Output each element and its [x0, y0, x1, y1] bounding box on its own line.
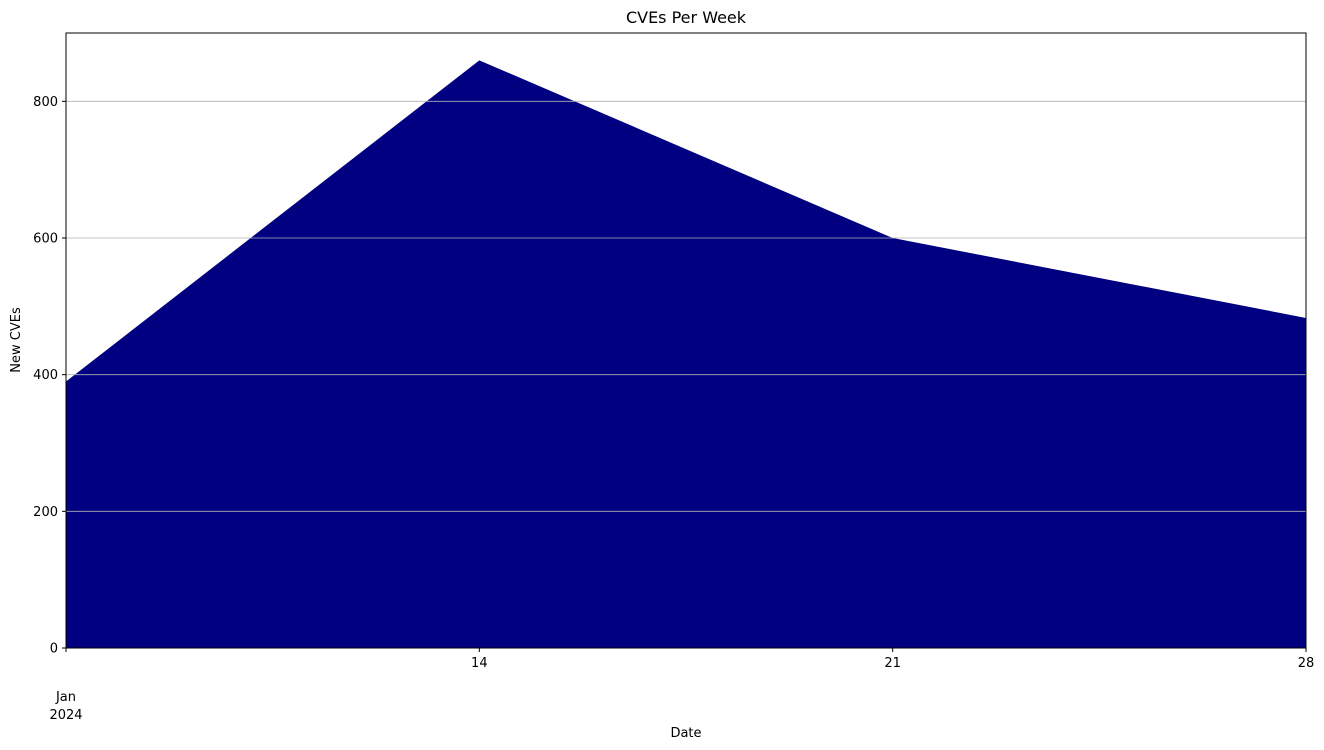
y-tick-label-200: 200 [33, 505, 58, 520]
plot-area [66, 60, 1306, 648]
x-tick-label-2024-01-14: 14 [471, 656, 488, 671]
axis-ticks: 0 200 400 600 800 Jan 2024 14 21 28 [33, 95, 1314, 723]
x-tick-label-2024-01-21: 21 [884, 656, 901, 671]
area-series-0 [66, 60, 1306, 648]
chart-title: CVEs Per Week [626, 8, 747, 27]
y-tick-label-0: 0 [50, 642, 58, 657]
x-tick-label-2024-01-28: 28 [1298, 656, 1315, 671]
y-axis-label: New CVEs [9, 307, 24, 373]
y-tick-label-800: 800 [33, 95, 58, 110]
y-tick-label-400: 400 [33, 368, 58, 383]
y-tick-label-600: 600 [33, 232, 58, 247]
axes-frame [65, 32, 1307, 649]
x-tick-sublabel-2024-01-07: 2024 [49, 708, 82, 723]
x-tick-label-2024-01-07: Jan [55, 690, 76, 705]
x-axis-label: Date [670, 726, 701, 741]
